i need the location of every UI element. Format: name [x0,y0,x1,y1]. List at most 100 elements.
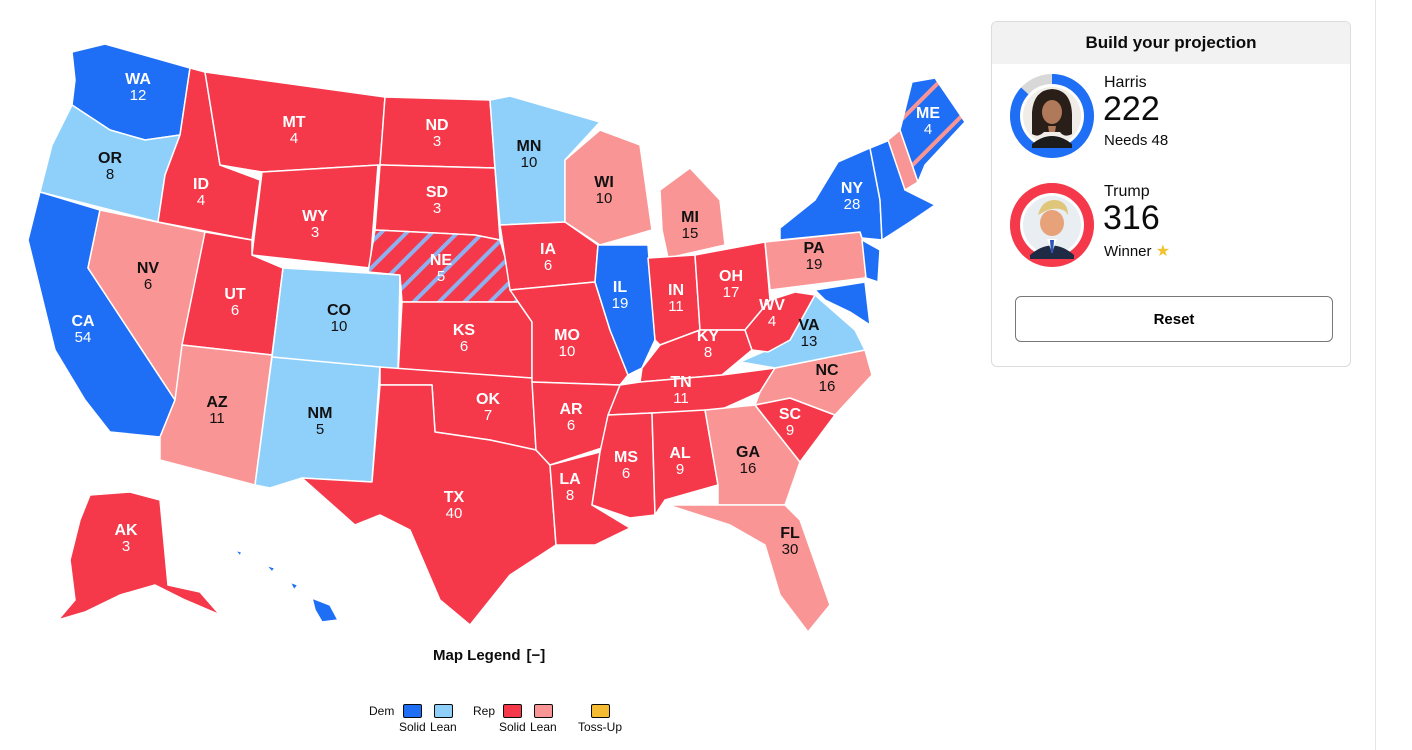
harris-electoral-votes: 222 [1103,90,1160,128]
state-ev-sd: 3 [433,200,441,217]
reset-button[interactable]: Reset [1015,296,1333,342]
harris-ring [1010,74,1094,158]
state-ev-ms: 6 [622,465,630,482]
state-label-ut: UT [224,286,246,303]
state-label-il: IL [613,279,627,296]
state-label-wa: WA [125,71,151,88]
state-ev-id: 4 [197,192,205,209]
state-ev-ut: 6 [231,302,239,319]
trump-electoral-votes: 316 [1103,199,1160,237]
harris-status: Needs 48 [1104,132,1169,149]
state-label-in: IN [668,282,684,299]
legend-rep-lean-swatch [534,704,553,718]
state-ev-ok: 7 [484,407,492,424]
state-ev-pa: 19 [806,256,823,273]
app-frame: WA 12 OR 8 CA 54 NV 6 ID 4 MT 4 WY 3 UT 6 AZ 11 CO 10 NM 5 ND 3… [27,0,1376,750]
state-label-tx: TX [444,489,465,506]
state-label-ks: KS [453,322,476,339]
state-label-mo: MO [554,327,580,344]
trump-ring [1010,183,1094,267]
legend-rep-lean-label: Lean [530,720,557,734]
state-ev-il: 19 [612,295,629,312]
state-wi[interactable] [564,129,653,246]
state-ev-la: 8 [566,487,574,504]
state-label-pa: PA [803,240,824,257]
state-ev-va: 13 [801,333,818,350]
state-ev-ga: 16 [740,460,757,477]
state-ev-az: 11 [209,410,225,427]
state-label-nm: NM [308,405,333,422]
state-me[interactable] [899,77,966,183]
state-ev-nd: 3 [433,133,441,150]
state-al[interactable] [651,409,719,516]
state-id[interactable] [157,67,261,241]
state-label-nd: ND [425,117,448,134]
state-hi[interactable] [234,549,339,623]
state-ev-al: 9 [676,461,684,478]
legend-collapse-button[interactable]: [−] [526,647,546,664]
state-ev-wa: 12 [130,87,147,104]
state-label-wy: WY [302,208,328,225]
state-label-tn: TN [670,374,691,391]
trump-name: Trump [1104,183,1150,200]
state-ev-mn: 10 [521,154,538,171]
state-ev-wi: 10 [596,190,613,207]
map-legend: Dem Solid Lean Rep Solid Lean Toss-Up [368,702,638,742]
state-labels: WA12OR8CA54NV6ID4MT4WY3UT6AZ11CO10NM5ND3… [71,71,940,558]
state-label-oh: OH [719,268,743,285]
candidate-harris: Harris 222 Needs 48 [1008,72,1338,162]
state-label-ne: NE [430,252,453,269]
state-nj[interactable] [861,239,881,283]
state-md-de[interactable] [814,281,871,326]
legend-dem-lean-swatch [434,704,453,718]
legend-rep-solid-label: Solid [499,720,526,734]
legend-toss-up-swatch [591,704,610,718]
state-ev-nc: 16 [819,378,836,395]
state-ev-mt: 4 [290,130,298,147]
us-map-svg: WA12OR8CA54NV6ID4MT4WY3UT6AZ11CO10NM5ND3… [27,43,966,633]
legend-dem-label: Dem [369,704,395,718]
trump-status: Winner ★ [1104,241,1170,261]
state-label-ar: AR [559,401,583,418]
electoral-map: WA 12 OR 8 CA 54 NV 6 ID 4 MT 4 WY 3 UT 6 AZ 11 CO 10 NM 5 ND 3… [27,43,966,633]
state-mi[interactable] [659,167,726,259]
state-label-ca: CA [71,313,95,330]
state-ev-nm: 5 [316,421,324,438]
state-ev-sc: 9 [786,422,794,439]
state-ev-oh: 17 [723,284,740,301]
trump-avatar [1023,196,1081,259]
state-tx[interactable] [301,384,557,626]
state-label-or: OR [98,150,122,167]
winner-star-icon: ★ [1155,243,1171,260]
harris-avatar [1023,87,1081,148]
state-ev-ak: 3 [122,538,130,555]
candidate-trump: Trump 316 Winner ★ [1008,181,1338,271]
map-legend-title: Map Legend [433,647,521,664]
state-ev-ia: 6 [544,257,552,274]
trump-status-text: Winner [1104,243,1152,260]
projection-panel: Build your projection Harris 222 Needs 4… [991,21,1351,367]
state-label-nv: NV [137,260,160,277]
state-fl[interactable] [667,504,831,633]
state-label-wv: WV [759,297,785,314]
states-layer [27,43,966,633]
state-ny[interactable] [779,147,883,241]
harris-name: Harris [1104,74,1147,91]
state-ev-co: 10 [331,318,348,335]
state-ev-nv: 6 [144,276,152,293]
state-label-al: AL [669,445,691,462]
state-label-sd: SD [426,184,448,201]
state-label-ak: AK [114,522,138,539]
state-ev-ar: 6 [567,417,575,434]
state-label-sc: SC [779,406,802,423]
state-ev-fl: 30 [782,541,799,558]
state-ar[interactable] [531,381,621,466]
state-label-mn: MN [517,138,542,155]
state-ev-ks: 6 [460,338,468,355]
state-ev-wy: 3 [311,224,319,241]
state-ak[interactable] [57,491,221,621]
legend-dem-solid-label: Solid [399,720,426,734]
legend-rep-label: Rep [473,704,496,718]
state-wv[interactable] [744,291,816,353]
state-ev-mo: 10 [559,343,576,360]
